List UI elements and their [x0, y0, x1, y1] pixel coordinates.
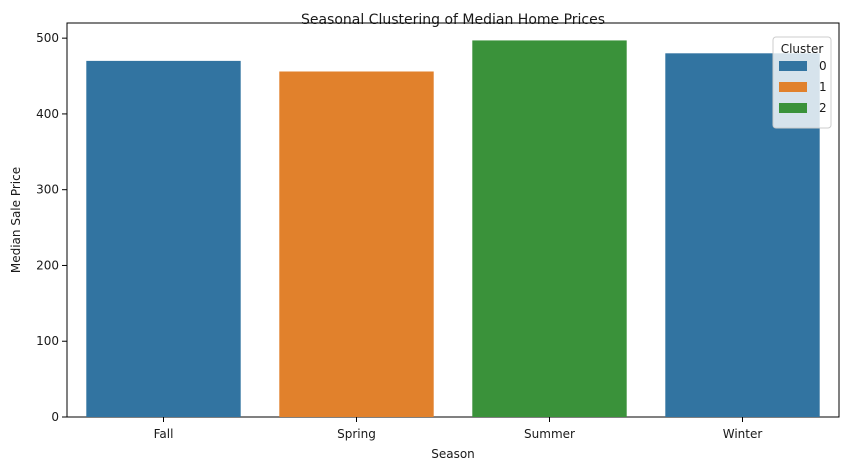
x-tick-label: Fall: [154, 427, 174, 441]
x-axis: Fall Spring Summer Winter: [154, 417, 763, 441]
x-tick-label: Summer: [524, 427, 575, 441]
legend-swatch-2: [779, 103, 807, 113]
y-tick-label: 0: [51, 410, 59, 424]
legend-swatch-0: [779, 61, 807, 71]
y-tick-label: 400: [36, 107, 59, 121]
bar-summer: [472, 40, 627, 418]
legend-label-0: 0: [819, 59, 827, 73]
bar-fall: [86, 60, 241, 418]
plot-area-frame: [66, 22, 840, 418]
y-tick-label: 300: [36, 183, 59, 197]
x-axis-label: Season: [431, 447, 475, 461]
x-tick-label: Spring: [337, 427, 376, 441]
legend-swatch-1: [779, 82, 807, 92]
chart-title: Seasonal Clustering of Median Home Price…: [301, 12, 605, 28]
bars: [86, 40, 820, 418]
bar-spring: [279, 71, 434, 417]
legend-title: Cluster: [781, 42, 824, 56]
y-tick-label: 200: [36, 258, 59, 272]
legend-label-1: 1: [819, 80, 827, 94]
y-axis-label: Median Sale Price: [9, 167, 23, 273]
x-tick-label: Winter: [723, 427, 763, 441]
y-tick-label: 100: [36, 334, 59, 348]
y-tick-label: 500: [36, 31, 59, 45]
legend-label-2: 2: [819, 101, 827, 115]
y-axis: 0 100 200 300 400 500: [36, 31, 67, 424]
legend: Cluster 0 1 2: [772, 36, 832, 129]
